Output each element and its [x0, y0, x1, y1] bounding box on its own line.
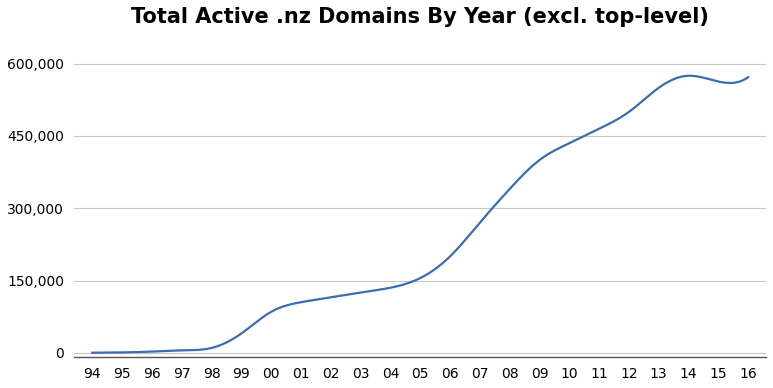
Title: Total Active .nz Domains By Year (excl. top-level): Total Active .nz Domains By Year (excl. …	[131, 7, 709, 27]
